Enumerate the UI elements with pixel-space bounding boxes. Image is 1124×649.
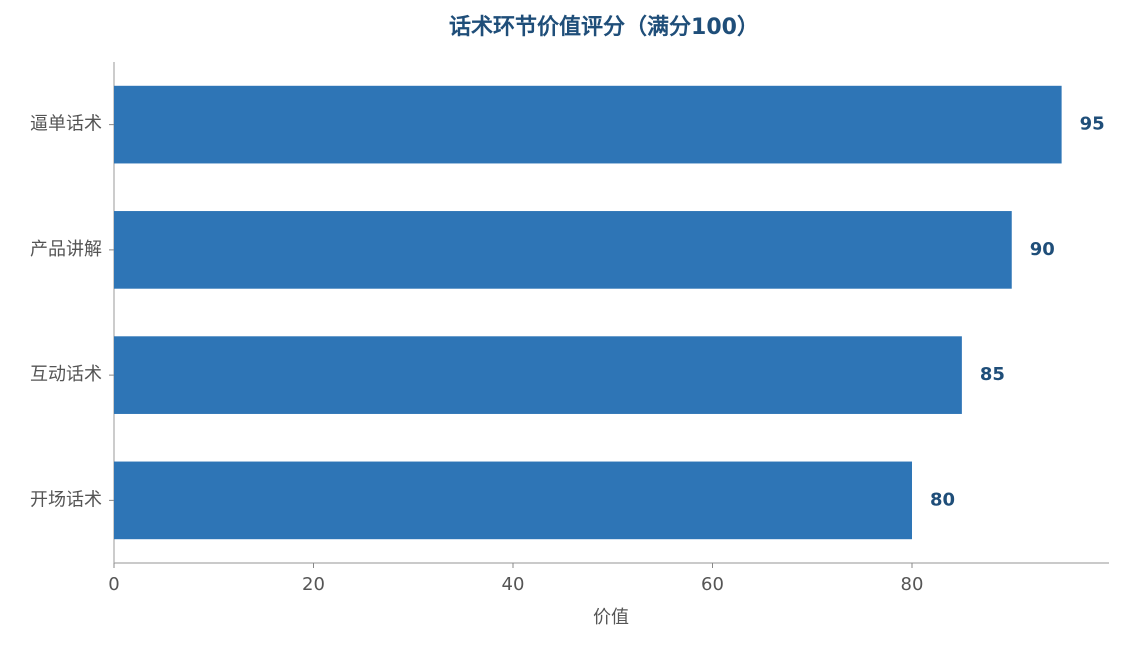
x-tick-label: 80 bbox=[901, 574, 924, 595]
x-tick-label: 20 bbox=[302, 574, 325, 595]
value-label: 85 bbox=[980, 364, 1005, 385]
value-label: 80 bbox=[930, 489, 955, 510]
bar bbox=[114, 461, 912, 540]
y-tick-label: 开场话术 bbox=[30, 489, 102, 510]
y-tick-label: 逼单话术 bbox=[30, 114, 102, 135]
bar bbox=[114, 85, 1062, 164]
chart-title: 话术环节价值评分（满分100） bbox=[449, 14, 759, 40]
value-label: 90 bbox=[1030, 239, 1055, 260]
value-label: 95 bbox=[1080, 114, 1105, 135]
x-tick-label: 60 bbox=[701, 574, 724, 595]
x-tick-label: 0 bbox=[108, 574, 119, 595]
y-tick-label: 产品讲解 bbox=[30, 239, 102, 260]
x-tick-label: 40 bbox=[502, 574, 525, 595]
x-axis-label: 价值 bbox=[593, 607, 629, 628]
y-tick-label: 互动话术 bbox=[30, 364, 102, 385]
bar bbox=[114, 211, 1012, 289]
bar bbox=[114, 336, 962, 414]
